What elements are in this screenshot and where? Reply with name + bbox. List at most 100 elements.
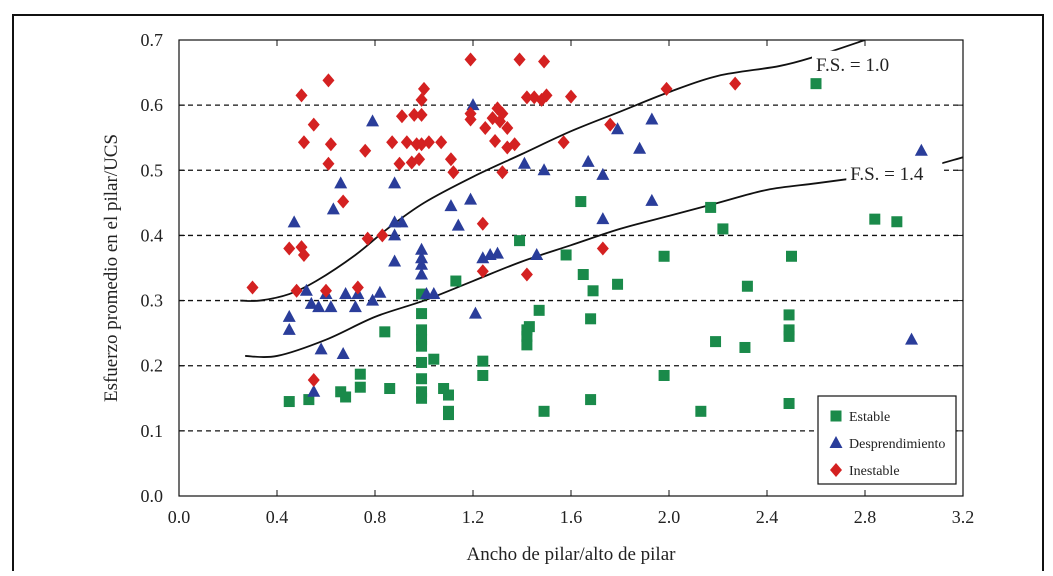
point-inestable-13 [337, 194, 350, 209]
point-desprendimiento-12 [336, 346, 350, 359]
point-estable-24 [477, 355, 489, 367]
point-estable-4 [354, 368, 366, 380]
point-inestable-28 [418, 81, 430, 96]
point-estable-53 [869, 213, 881, 225]
legend-marker-1 [829, 436, 843, 448]
point-desprendimiento-11 [334, 176, 348, 189]
legend-marker-2 [830, 463, 842, 477]
point-estable-5 [354, 381, 366, 393]
point-estable-36 [585, 394, 597, 406]
y-axis-label: Esfuerzo promedio en el pilar/UCS [101, 134, 122, 402]
point-estable-38 [612, 278, 624, 290]
point-estable-40 [658, 369, 670, 381]
point-estable-16 [416, 288, 428, 300]
point-estable-13 [416, 334, 428, 346]
point-desprendimiento-6 [312, 300, 326, 313]
point-inestable-11 [322, 156, 335, 171]
point-desprendimiento-17 [366, 114, 380, 127]
point-inestable-5 [295, 88, 308, 103]
point-estable-8 [416, 392, 428, 404]
point-estable-41 [695, 405, 707, 417]
point-inestable-50 [520, 90, 533, 105]
point-desprendimiento-22 [388, 176, 402, 189]
point-inestable-25 [413, 152, 426, 167]
point-inestable-41 [489, 133, 502, 148]
point-desprendimiento-16 [366, 293, 380, 306]
y-tick-label-0: 0.0 [141, 486, 164, 506]
point-inestable-7 [307, 117, 320, 132]
point-estable-39 [658, 250, 670, 262]
point-estable-44 [717, 223, 729, 235]
legend-label-1: Desprendimiento [849, 437, 945, 452]
point-inestable-60 [660, 81, 673, 96]
point-desprendimiento-7 [314, 342, 328, 355]
x-tick-label-8: 3.2 [952, 507, 975, 527]
point-estable-1 [303, 394, 315, 406]
point-estable-29 [523, 321, 535, 333]
point-inestable-4 [297, 247, 310, 262]
fs-label-bg-0 [812, 50, 908, 75]
point-inestable-31 [435, 135, 448, 150]
point-inestable-10 [322, 73, 335, 88]
x-tick-label-3: 1.2 [462, 507, 485, 527]
data-points [246, 52, 928, 421]
point-estable-47 [783, 397, 795, 409]
legend-marker-0 [830, 410, 842, 422]
fs-curve-1 [245, 156, 963, 359]
point-desprendimiento-18 [373, 285, 387, 298]
point-estable-52 [810, 78, 822, 90]
point-desprendimiento-39 [530, 247, 544, 260]
point-desprendimiento-43 [596, 167, 610, 180]
y-tick-label-3: 0.3 [141, 291, 164, 311]
point-desprendimiento-41 [581, 154, 595, 167]
point-desprendimiento-9 [324, 300, 338, 313]
point-estable-42 [705, 201, 717, 213]
point-inestable-49 [513, 52, 526, 67]
fs-label-bg-1 [846, 160, 943, 185]
point-desprendimiento-33 [466, 98, 480, 111]
point-inestable-30 [422, 135, 435, 150]
point-inestable-18 [386, 135, 399, 150]
point-inestable-2 [290, 283, 303, 298]
point-estable-14 [416, 324, 428, 336]
point-estable-54 [891, 216, 903, 228]
point-estable-51 [786, 250, 797, 262]
point-desprendimiento-40 [537, 163, 551, 176]
point-estable-9 [416, 386, 428, 398]
point-estable-10 [416, 373, 428, 385]
point-inestable-17 [376, 228, 389, 243]
point-desprendimiento-14 [348, 300, 362, 313]
point-desprendimiento-13 [339, 287, 353, 300]
point-desprendimiento-34 [468, 306, 482, 319]
point-estable-19 [443, 389, 454, 401]
point-desprendimiento-32 [464, 192, 478, 205]
point-inestable-57 [565, 89, 577, 104]
point-inestable-51 [520, 267, 533, 282]
x-tick-label-5: 2.0 [658, 507, 681, 527]
x-tick-label-0: 0.0 [168, 507, 191, 527]
point-estable-23 [477, 369, 489, 381]
point-desprendimiento-31 [451, 218, 465, 231]
point-inestable-14 [351, 280, 364, 295]
point-inestable-56 [557, 135, 570, 150]
point-estable-0 [283, 396, 295, 408]
point-estable-11 [416, 356, 428, 368]
y-tick-label-4: 0.4 [141, 225, 164, 245]
point-desprendimiento-0 [282, 322, 296, 335]
x-tick-label-6: 2.4 [756, 507, 779, 527]
legend-label-0: Estable [849, 410, 890, 425]
y-tick-label-6: 0.6 [141, 95, 164, 115]
point-estable-33 [575, 196, 587, 208]
point-desprendimiento-2 [287, 215, 301, 228]
point-inestable-38 [476, 264, 489, 279]
point-estable-45 [739, 341, 751, 353]
legend: Estable Desprendimiento Inestable [817, 395, 957, 485]
point-inestable-33 [447, 165, 460, 180]
point-inestable-37 [476, 216, 489, 231]
series-desprendimiento [282, 98, 928, 397]
point-inestable-21 [400, 135, 413, 150]
fs-curve-0 [240, 40, 866, 302]
point-desprendimiento-49 [914, 143, 928, 156]
